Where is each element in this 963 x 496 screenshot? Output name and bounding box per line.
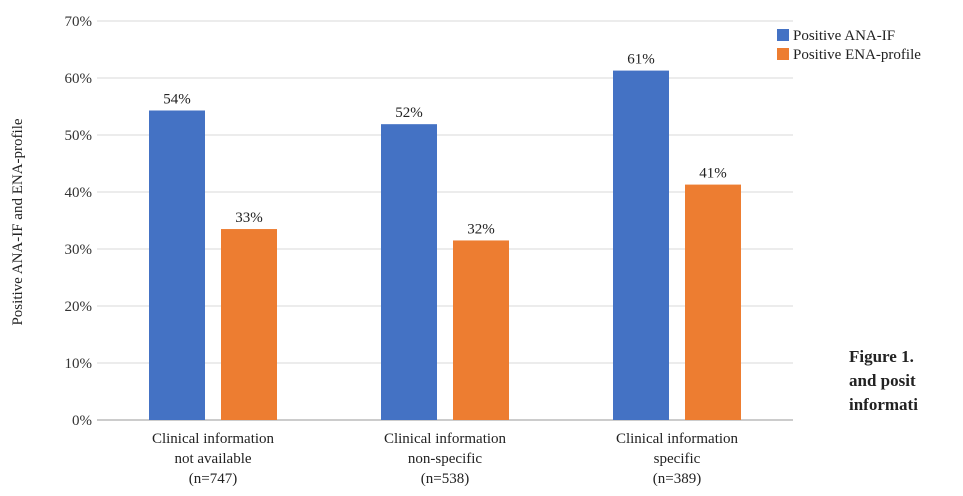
y-tick-label: 40% — [65, 185, 93, 201]
y-tick-label: 0% — [72, 413, 92, 429]
data-labels: 54% 33% 52% 32% 61% 41% — [163, 52, 727, 238]
x-category-label: Clinical information — [616, 431, 739, 447]
legend: Positive ANA-IF Positive ENA-profile — [777, 28, 921, 63]
legend-label: Positive ANA-IF — [793, 28, 895, 44]
caption-line: and posit — [849, 371, 916, 390]
legend-swatch — [777, 29, 789, 41]
bar — [453, 240, 509, 420]
figure-caption: Figure 1. and posit informati — [849, 345, 963, 417]
bar — [613, 70, 669, 420]
x-category-label: (n=389) — [653, 471, 701, 487]
y-tick-label: 30% — [65, 242, 93, 258]
y-tick-label: 10% — [65, 356, 93, 372]
data-label: 33% — [235, 210, 263, 226]
legend-label: Positive ENA-profile — [793, 47, 921, 63]
data-label: 32% — [467, 221, 495, 237]
data-label: 54% — [163, 91, 191, 107]
y-tick-label: 70% — [65, 14, 93, 30]
x-category-label: Clinical information — [152, 431, 275, 447]
x-category-label: non-specific — [408, 451, 482, 467]
gridlines — [97, 20, 793, 421]
y-tick-label: 60% — [65, 71, 93, 87]
bar — [221, 229, 277, 420]
x-category-label: (n=538) — [421, 471, 469, 487]
x-category-label: specific — [654, 451, 701, 467]
x-category-label: Clinical information — [384, 431, 507, 447]
bar — [149, 110, 205, 421]
bar — [381, 124, 437, 421]
y-axis-ticks: 0% 10% 20% 30% 40% 50% 60% 70% — [65, 14, 93, 429]
legend-swatch — [777, 48, 789, 60]
y-tick-label: 20% — [65, 299, 93, 315]
x-axis-categories: Clinical information not available (n=747)… — [152, 431, 739, 487]
caption-line: Figure 1. — [849, 347, 914, 366]
x-category-label: not available — [174, 451, 251, 467]
data-label: 41% — [699, 166, 727, 182]
caption-line: informati — [849, 395, 918, 414]
y-axis-label: Positive ANA-IF and ENA-profile — [10, 118, 26, 325]
data-label: 52% — [395, 105, 423, 121]
data-label: 61% — [627, 52, 655, 68]
x-category-label: (n=747) — [189, 471, 237, 487]
y-tick-label: 50% — [65, 128, 93, 144]
bars — [149, 70, 741, 421]
bar — [685, 184, 741, 420]
